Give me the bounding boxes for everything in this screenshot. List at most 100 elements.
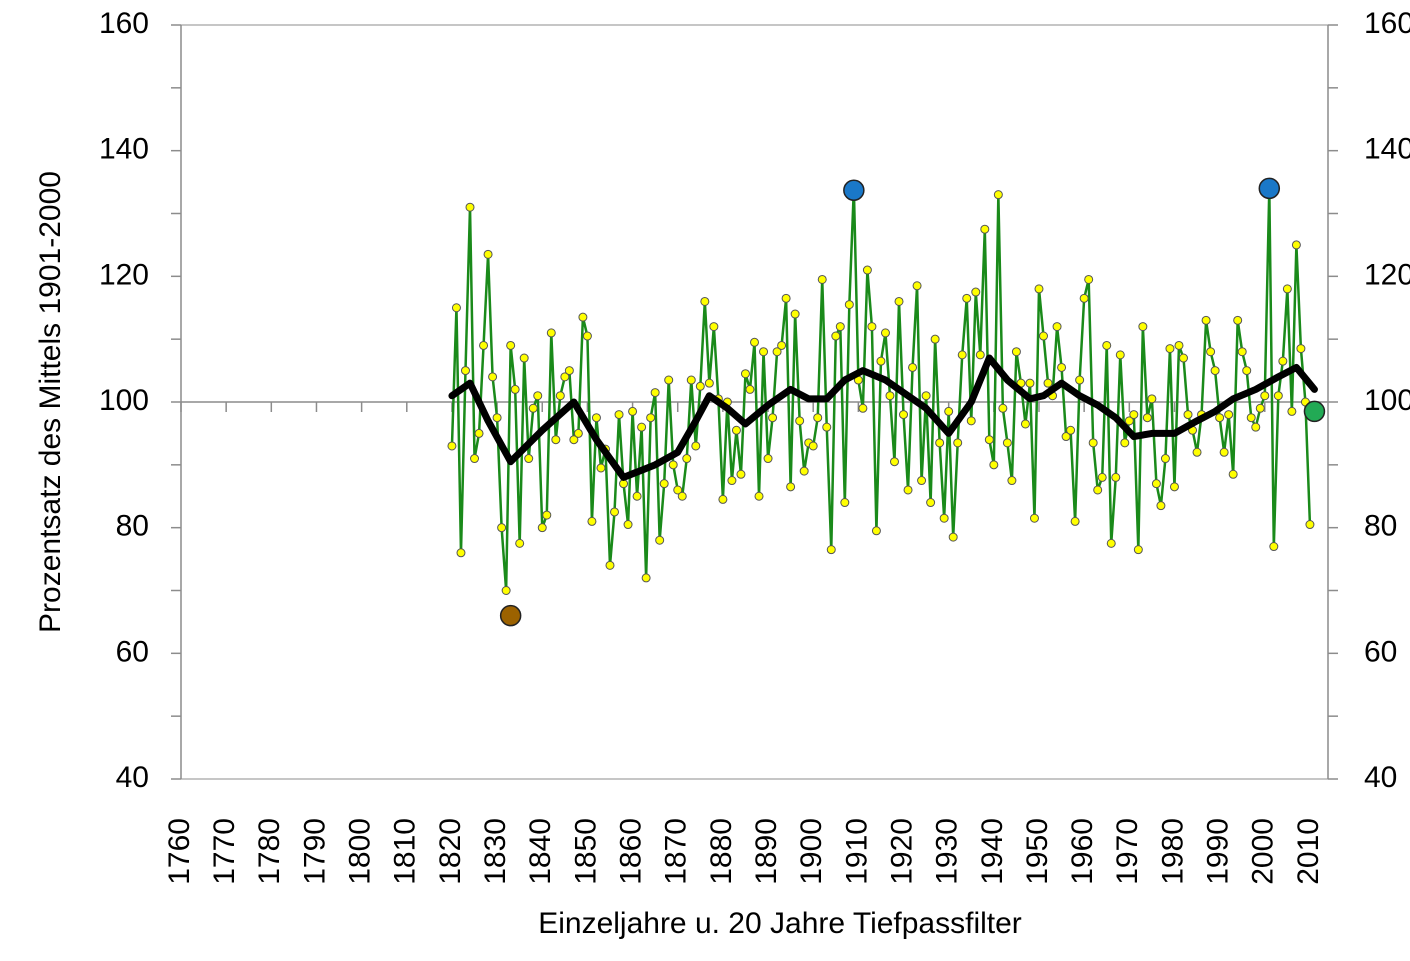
point — [1278, 356, 1288, 366]
point — [871, 526, 881, 536]
point — [777, 340, 787, 350]
y-tick-label: 100 — [99, 384, 149, 417]
point — [447, 441, 457, 451]
point — [1007, 476, 1017, 486]
point — [1210, 366, 1220, 376]
point — [1138, 322, 1148, 332]
x-tick-label: 1830 — [479, 818, 512, 885]
point — [844, 300, 854, 310]
x-tick-label: 1800 — [344, 818, 377, 885]
point — [686, 375, 696, 385]
x-tick-label: 1850 — [569, 818, 602, 885]
point — [867, 322, 877, 332]
x-tick-label: 1840 — [524, 818, 557, 885]
y2-tick-label: 100 — [1364, 384, 1410, 417]
point — [835, 322, 845, 332]
point — [876, 356, 886, 366]
point — [664, 375, 674, 385]
point — [673, 485, 683, 495]
point — [451, 303, 461, 313]
point — [1160, 454, 1170, 464]
point — [862, 265, 872, 275]
point — [533, 391, 543, 401]
point — [930, 334, 940, 344]
point — [488, 372, 498, 382]
point — [650, 388, 660, 398]
point — [957, 350, 967, 360]
x-tick-label: 1810 — [389, 818, 422, 885]
point — [1296, 344, 1306, 354]
point — [831, 331, 841, 341]
y-tick-label: 120 — [99, 258, 149, 291]
x-tick-label: 1990 — [1202, 818, 1235, 885]
point — [1165, 344, 1175, 354]
point — [551, 435, 561, 445]
point — [492, 413, 502, 423]
point — [975, 350, 985, 360]
x-tick-label: 1820 — [434, 818, 467, 885]
point — [1273, 391, 1283, 401]
point — [1206, 347, 1216, 357]
highlight-point — [499, 604, 522, 627]
point — [971, 287, 981, 297]
point — [515, 538, 525, 548]
point — [889, 457, 899, 467]
point — [573, 428, 583, 438]
point — [497, 523, 507, 533]
point — [885, 391, 895, 401]
point — [1192, 447, 1202, 457]
y2-tick-label: 80 — [1364, 510, 1397, 543]
point — [555, 391, 565, 401]
point — [700, 296, 710, 306]
point — [1106, 538, 1116, 548]
point — [474, 428, 484, 438]
point — [546, 328, 556, 338]
point — [524, 454, 534, 464]
point — [1097, 472, 1107, 482]
series-line — [450, 187, 1312, 592]
x-tick-label: 1950 — [1021, 818, 1054, 885]
point — [790, 309, 800, 319]
point — [1029, 513, 1039, 523]
point — [682, 454, 692, 464]
point — [1102, 340, 1112, 350]
point — [1057, 362, 1067, 372]
x-tick-label: 2000 — [1247, 818, 1280, 885]
point — [614, 410, 624, 420]
x-tick-label: 1860 — [614, 818, 647, 885]
point — [840, 498, 850, 508]
point — [795, 416, 805, 426]
point — [1242, 366, 1252, 376]
point — [519, 353, 529, 363]
point — [1269, 542, 1279, 552]
x-tick-label: 1910 — [840, 818, 873, 885]
point — [740, 369, 750, 379]
point — [1002, 438, 1012, 448]
point — [704, 378, 714, 388]
point — [610, 507, 620, 517]
point — [1246, 413, 1256, 423]
point — [1183, 410, 1193, 420]
point — [903, 485, 913, 495]
point — [1120, 438, 1130, 448]
point — [939, 513, 949, 523]
point — [1201, 315, 1211, 325]
point — [587, 516, 597, 526]
point — [1052, 322, 1062, 332]
point — [908, 362, 918, 372]
point — [578, 312, 588, 322]
point — [709, 322, 719, 332]
point — [537, 523, 547, 533]
point — [1075, 375, 1085, 385]
point — [1034, 284, 1044, 294]
point — [935, 438, 945, 448]
point — [1142, 413, 1152, 423]
y2-tick-label: 160 — [1364, 7, 1410, 40]
point — [858, 403, 868, 413]
point — [641, 573, 651, 583]
point — [759, 347, 769, 357]
point — [1011, 347, 1021, 357]
point — [1025, 378, 1035, 388]
point — [479, 340, 489, 350]
